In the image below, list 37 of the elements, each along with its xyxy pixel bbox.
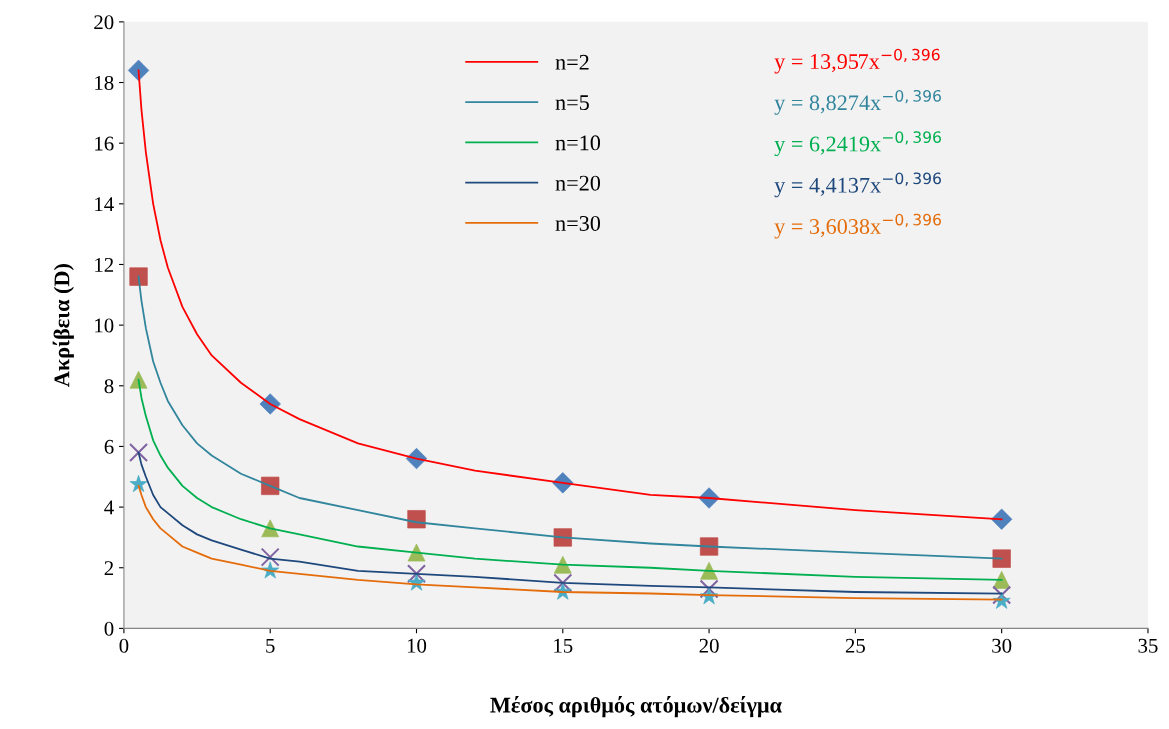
annotation: y = 8,8274x$^{−0,396}$ bbox=[774, 89, 941, 115]
y-tick-label: 12 bbox=[95, 257, 114, 272]
y-tick-label: 16 bbox=[95, 136, 114, 151]
y-tick-label: 10 bbox=[95, 318, 114, 333]
y-tick-label: 0 bbox=[104, 621, 114, 636]
x-axis-title: Μέσος αριθμός ατόμων/δείγμα bbox=[490, 695, 782, 718]
legend-label: n=30 bbox=[555, 215, 601, 231]
point bbox=[992, 585, 1012, 605]
y-tick-label: 18 bbox=[95, 75, 114, 90]
legend-label: n=20 bbox=[555, 175, 601, 191]
y-axis-title: Ακρίβεια (D) bbox=[52, 264, 74, 387]
x-tick-label: 25 bbox=[845, 638, 865, 653]
annotation: y = 6,2419x$^{−0,396}$ bbox=[774, 131, 941, 157]
x-tick-label: 10 bbox=[407, 638, 427, 653]
annotation: y = 3,6038x$^{−0,396}$ bbox=[774, 213, 941, 239]
y-tick-label: 14 bbox=[95, 197, 114, 212]
x-tick-label: 30 bbox=[992, 638, 1012, 653]
point bbox=[129, 442, 149, 463]
y-tick-label: 6 bbox=[104, 439, 114, 454]
y-tick-label: 2 bbox=[104, 561, 114, 575]
point bbox=[553, 573, 573, 593]
point bbox=[406, 564, 427, 584]
x-tick-label: 0 bbox=[119, 638, 129, 653]
annotation: y = 13,957x$^{−0,396}$ bbox=[774, 48, 940, 74]
point bbox=[699, 579, 719, 599]
y-tick-label: 20 bbox=[94, 15, 114, 30]
annotation: y = 4,4137x$^{−0,396}$ bbox=[774, 172, 941, 198]
x-tick-label: 15 bbox=[554, 638, 573, 653]
legend-label: n=5 bbox=[555, 95, 589, 111]
y-tick-label: 4 bbox=[104, 500, 114, 515]
point bbox=[260, 547, 280, 567]
x-tick-label: 5 bbox=[266, 638, 275, 653]
legend-label: n=2 bbox=[555, 54, 589, 70]
legend-label: n=10 bbox=[555, 135, 601, 151]
x-tick-label: 35 bbox=[1138, 638, 1158, 653]
x-tick-label: 20 bbox=[699, 638, 719, 653]
y-tick-label: 8 bbox=[104, 379, 114, 394]
